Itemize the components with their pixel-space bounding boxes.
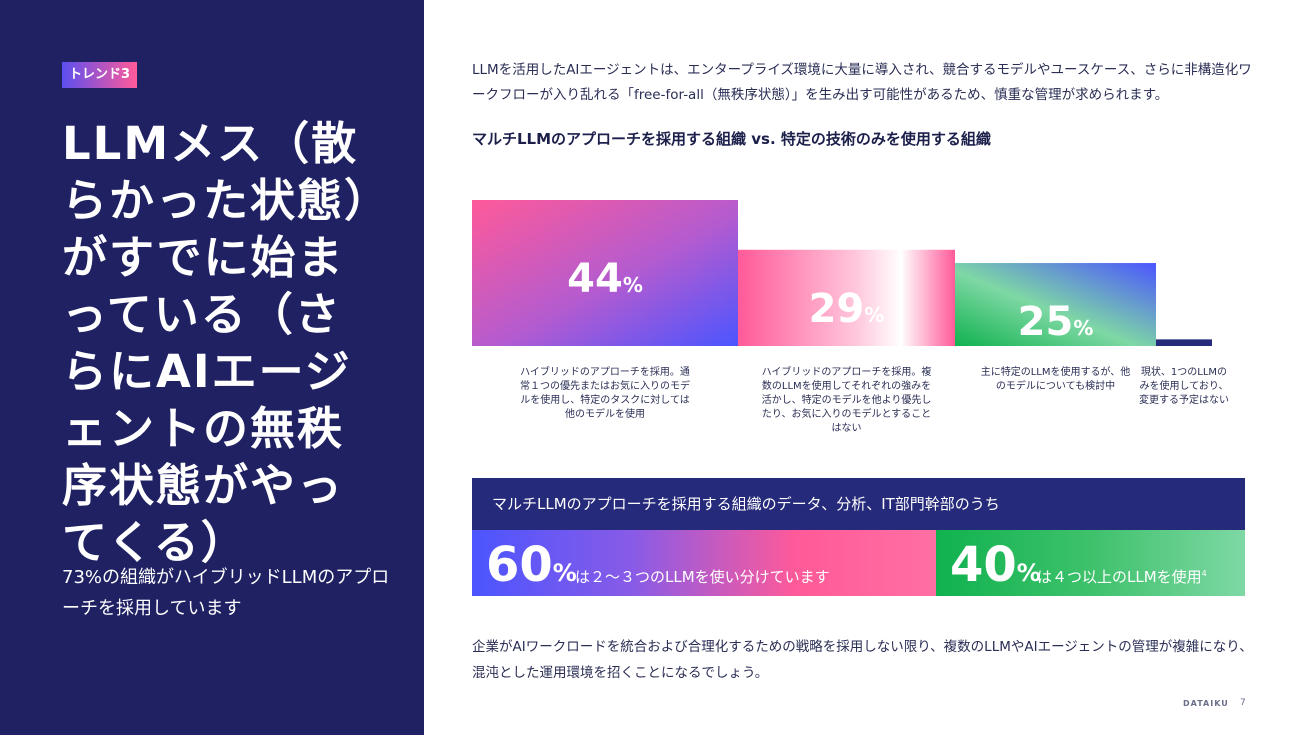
split-right: 40% は４つ以上のLLMを使用4 [936,530,1245,596]
band-header: マルチLLMのアプローチを採用する組織のデータ、分析、IT部門幹部のうち [472,478,1245,530]
split-right-value: 40% [950,535,1041,603]
bar-primary-llm [955,263,1156,346]
trend-tag: トレンド3 [62,62,138,88]
bar-single-llm [1156,339,1212,346]
intro-text: LLMを活用したAIエージェントは、エンタープライズ環境に大量に導入され、競合す… [472,62,1252,103]
page-subtitle: 73%の組織がハイブリッドLLMのアプローチを採用しています [62,567,390,619]
bar-category-label: ハイブリッドのアプローチを採用。通常１つの優先またはお気に入りのモデルを使用し、… [520,367,690,420]
split-right-text: は４つ以上のLLMを使用4 [1037,564,1207,587]
split-left-number: 60 [486,537,553,593]
chart-title: マルチLLMのアプローチを採用する組織 vs. 特定の技術のみを使用する組織 [472,130,991,148]
split-right-label: は４つ以上のLLMを使用 [1037,568,1202,586]
bar-category-label: 現状、1つのLLMのみを使用しており、変更する予定はない [1139,367,1229,406]
bar-chart: 44%29%25%2% [472,200,1212,346]
split-left-pct: % [552,559,577,587]
page-title: LLMメス（散らかった状態）がすでに始まっている（さらにAIエージェントの無秩序… [62,117,369,569]
split-left: 60% は２～３つのLLMを使い分けています [472,530,936,596]
page-number: 7 [1240,698,1246,708]
left-panel: トレンド3 LLMメス（散らかった状態）がすでに始まっている（さらにAIエージェ… [0,0,424,735]
bar-hybrid-multi [738,249,955,346]
split-right-pct: % [1016,559,1041,587]
split-right-number: 40 [950,537,1017,593]
footnote-marker: 4 [1201,569,1207,578]
footer-brand: DATAIKU [1183,699,1229,708]
bar-hybrid-preferred [472,200,738,346]
closing-text: 企業がAIワークロードを統合および合理化するための戦略を採用しない限り、複数のL… [472,639,1253,681]
bar-category-label: 主に特定のLLMを使用するが、他のモデルについても検討中 [980,367,1131,392]
split-left-value: 60% [486,535,577,603]
bar-category-label: ハイブリッドのアプローチを採用。複数のLLMを使用してそれぞれの強みを活かし、特… [761,367,932,434]
split-left-text: は２～３つのLLMを使い分けています [575,568,830,586]
